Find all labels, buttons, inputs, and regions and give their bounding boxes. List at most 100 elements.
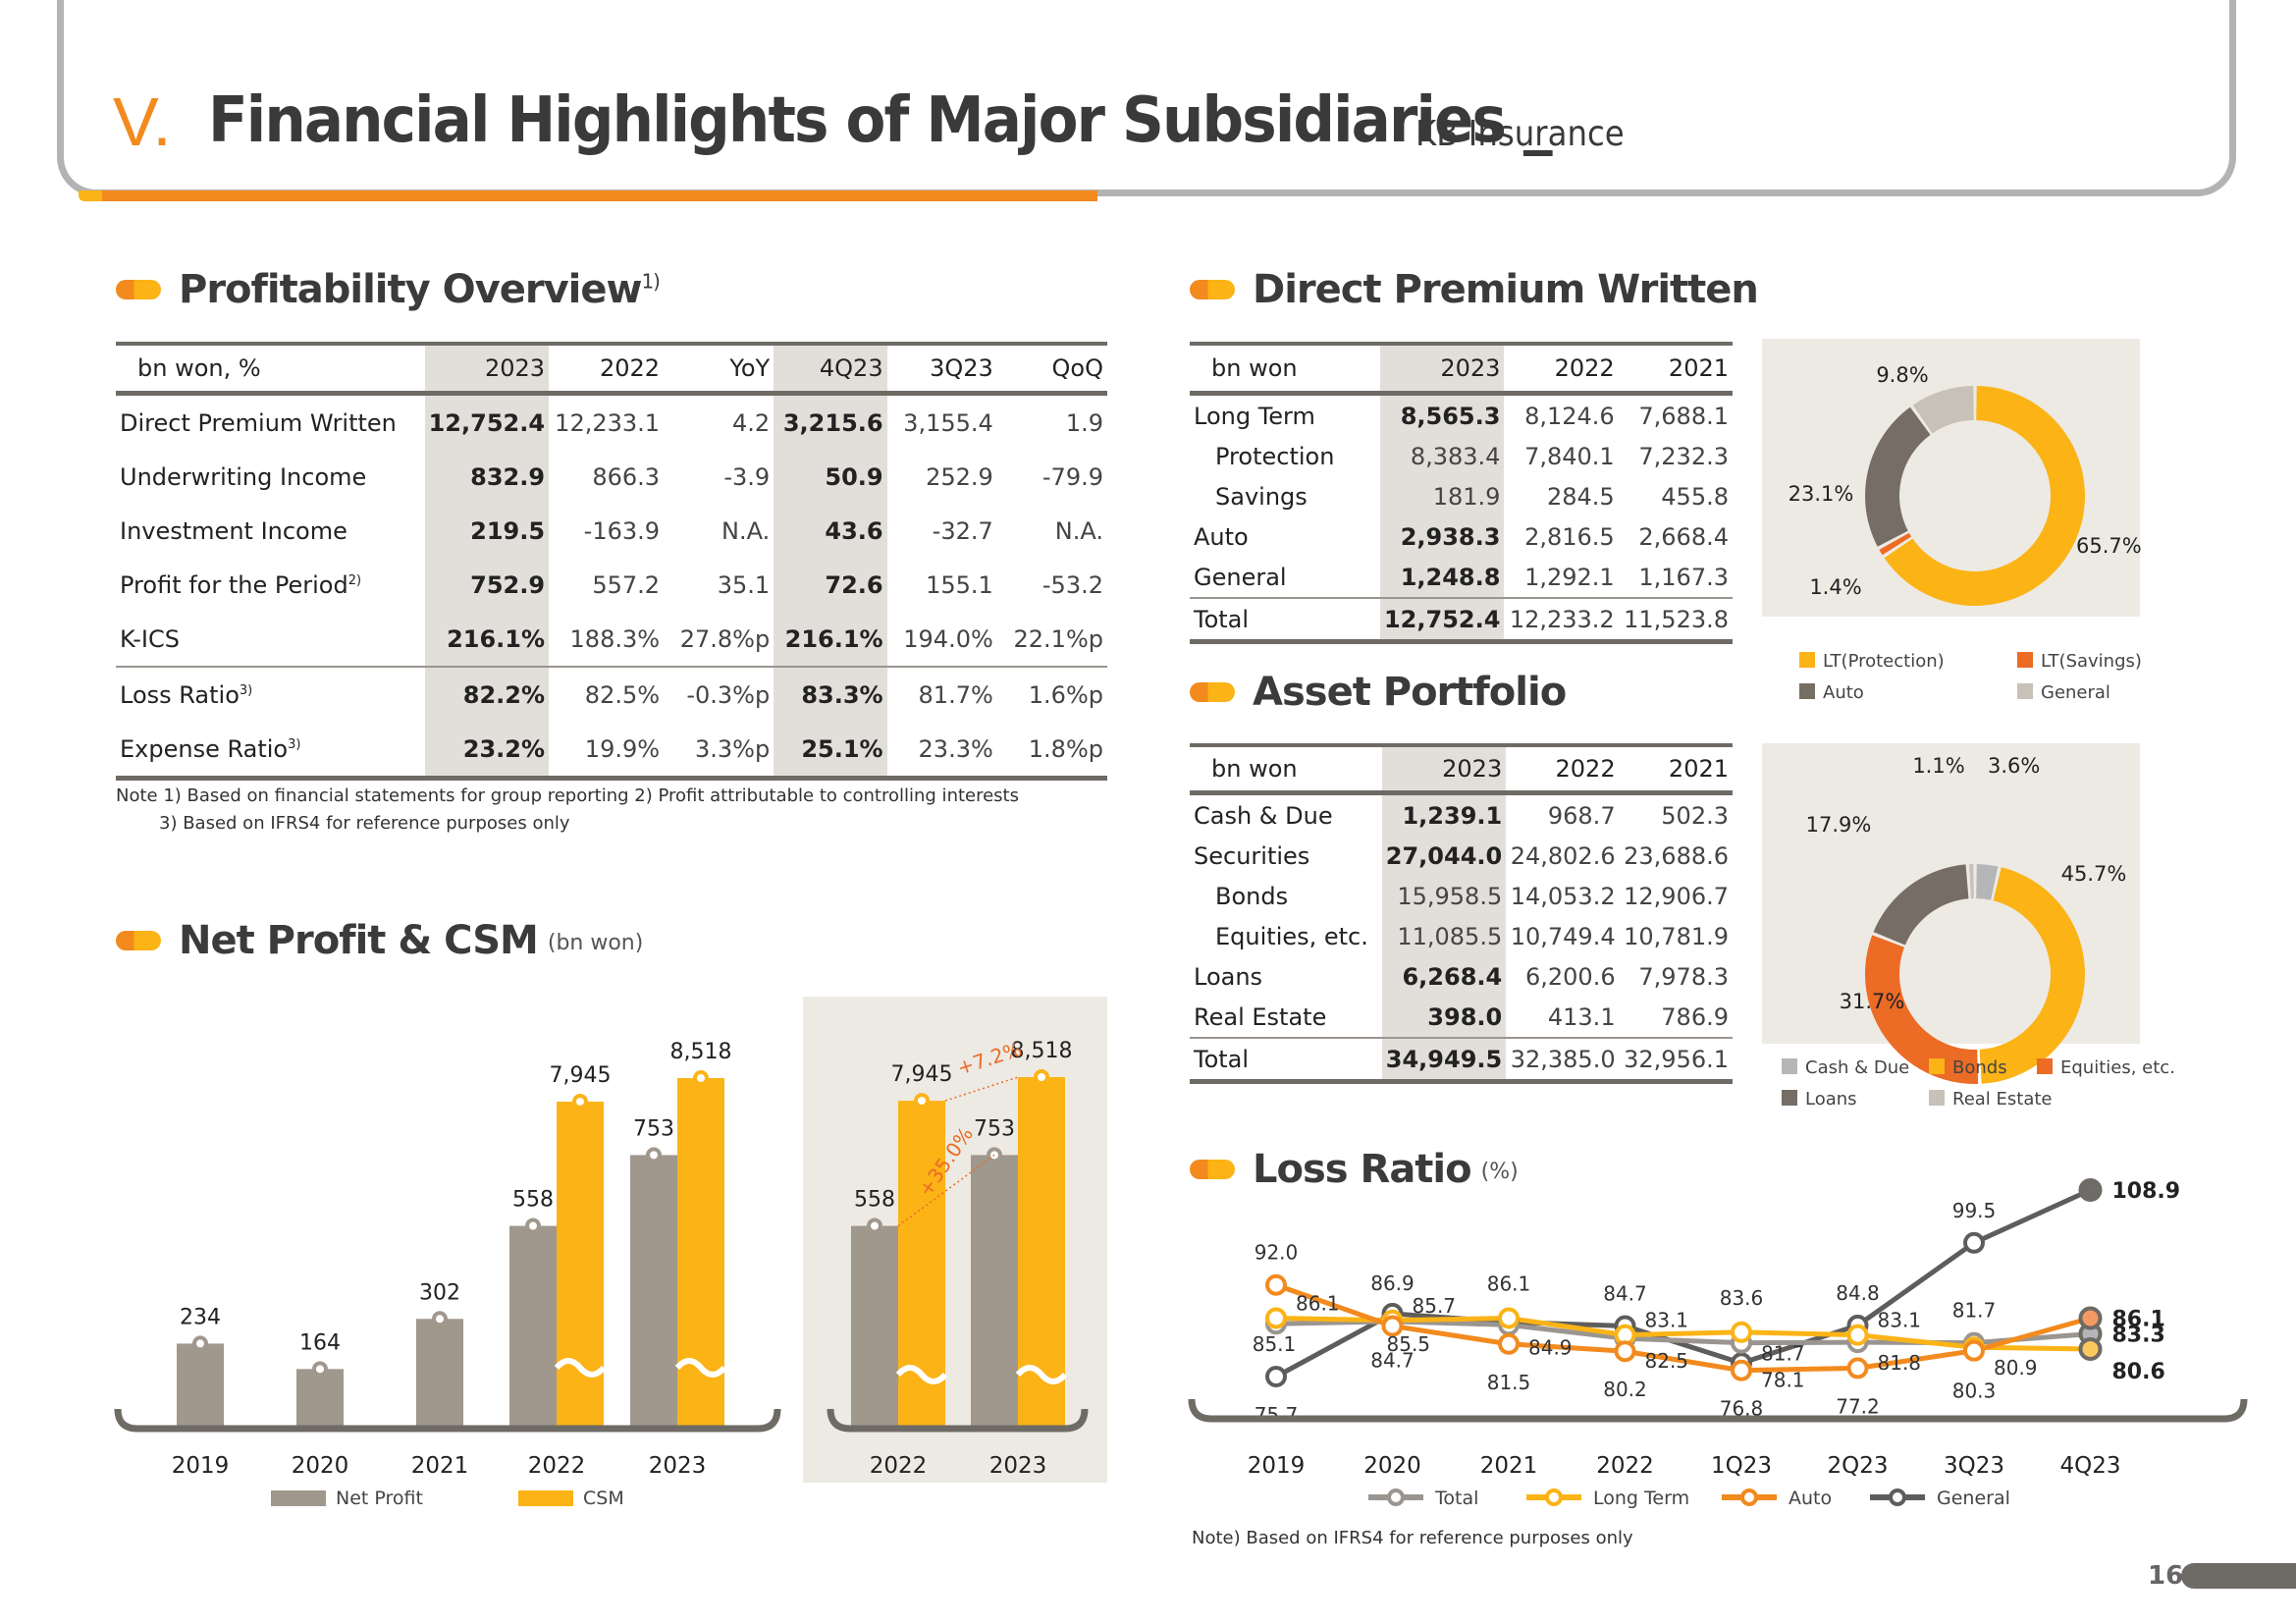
row-label-text: Total [1194, 1045, 1250, 1073]
section-bullet-icon [116, 280, 161, 299]
table-cell: 155.1 [926, 570, 993, 599]
data-point [1498, 1332, 1520, 1355]
table-row: K-ICS 216.1% 188.3% 27.8%p 216.1% 194.0% 22.1%… [116, 612, 1107, 668]
legend-label: LT(Protection) [1823, 651, 1945, 672]
data-value-label: 99.5 [1952, 1199, 1997, 1222]
data-value-label: 85.5 [1387, 1332, 1431, 1356]
table-cell: 194.0% [886, 612, 997, 668]
bar-cap-marker [867, 1218, 882, 1234]
data-value-label: 82.5 [1645, 1349, 1689, 1373]
profitability-title-note: 1) [641, 269, 661, 294]
donut-value-label: 1.1% [1912, 754, 1964, 778]
column-header: QoQ [996, 342, 1107, 396]
table-cell: 12,233.2 [1504, 599, 1619, 644]
legend-swatch [271, 1490, 326, 1506]
series-line-auto [1275, 1282, 2092, 1374]
row-label-text: Bonds [1215, 882, 1289, 910]
data-value-label: 85.1 [1253, 1332, 1297, 1356]
data-value-label: 84.9 [1528, 1335, 1573, 1359]
row-label-text: Profit for the Period [120, 570, 348, 599]
legend-marker [1889, 1489, 1906, 1506]
table-header-row: bn won 2023 2022 2021 [1190, 743, 1733, 795]
asset-mix-donut: 3.6% 45.7% 31.7% 17.9% 1.1% Cash & Due Bonds Eq… [1782, 754, 2174, 1110]
table-cell: 32,956.1 [1619, 1039, 1733, 1084]
column-header: 2022 [1504, 342, 1619, 396]
bar-net-profit [416, 1319, 463, 1429]
row-label-text: Total [1194, 605, 1250, 633]
table-cell: 7,978.3 [1638, 962, 1729, 991]
table-row: General 1,248.8 1,292.1 1,167.3 [1190, 557, 1733, 599]
data-value-label: 85.7 [1413, 1294, 1457, 1318]
x-tick-label: 2019 [172, 1453, 230, 1479]
table-cell: 252.9 [926, 462, 993, 491]
table-row: Protection 8,383.4 7,840.1 7,232.3 [1190, 436, 1733, 476]
column-header: bn won [1190, 342, 1380, 396]
header-accent-yellow [79, 190, 108, 201]
direct-premium-heading: Direct Premium Written [1190, 267, 1759, 312]
legend-label: CSM [583, 1488, 624, 1509]
legend-label: Real Estate [1952, 1089, 2053, 1110]
page-number: 16 [2148, 1561, 2184, 1591]
column-header: YoY [664, 342, 774, 396]
bar-value-label: 8,518 [670, 1040, 732, 1064]
legend-swatch [1929, 1058, 1945, 1074]
bar-value-label: 558 [854, 1188, 895, 1213]
profitability-title-text: Profitability Overview [179, 267, 642, 312]
table-cell: 23,688.6 [1624, 841, 1729, 870]
table-cell: 968.7 [1547, 801, 1616, 830]
table-row: Long Term 8,565.3 8,124.6 7,688.1 [1190, 396, 1733, 436]
table-cell: 12,752.4 [424, 396, 550, 450]
legend-label: Long Term [1593, 1488, 1689, 1509]
net-profit-title: Net Profit & CSM [179, 918, 539, 963]
legend-swatch [1929, 1090, 1945, 1106]
x-tick-label: 2019 [1248, 1453, 1306, 1479]
row-footnote-marker: 2) [347, 572, 362, 588]
row-label-text: Savings [1215, 482, 1308, 511]
bar-value-label: 7,945 [550, 1063, 612, 1088]
donut-value-label: 9.8% [1876, 363, 1928, 387]
row-label-text: K-ICS [120, 624, 180, 653]
section-bullet-icon [1190, 280, 1235, 299]
table-cell: 866.3 [592, 462, 661, 491]
header-accent-orange [102, 190, 1097, 201]
data-value-label: 80.2 [1603, 1378, 1647, 1401]
row-label-text: Auto [1194, 522, 1249, 551]
row-label: Long Term [1190, 396, 1380, 436]
donut-value-label: 23.1% [1789, 482, 1854, 506]
legend-swatch [1799, 683, 1815, 699]
loss-ratio-note: Note) Based on IFRS4 for reference purpo… [1192, 1528, 1633, 1548]
table-cell: -32.7 [932, 516, 993, 545]
bar-net-profit [509, 1225, 557, 1429]
growth-connector [944, 1076, 1019, 1102]
row-label-text: Underwriting Income [120, 462, 367, 491]
table-cell: 22.1%p [996, 612, 1107, 668]
axis-break-icon [674, 1358, 727, 1378]
legend-label: LT(Savings) [2041, 651, 2142, 672]
data-value-label: 83.3 [2112, 1324, 2165, 1348]
page-title: Financial Highlights of Major Subsidiari… [208, 84, 1553, 157]
net-profit-csm-chart: 234 2019 164 2020 302 2021 558 7,945 2022 753 8,51… [114, 1040, 781, 1509]
data-value-label: 86.1 [2112, 1307, 2165, 1331]
data-point [1731, 1359, 1752, 1381]
loss-ratio-chart: 85.1 85.5 84.982.5 81.7 81.881.783.386.1 85.7… [1188, 1178, 2248, 1509]
table-row: Equities, etc. 11,085.5 10,749.4 10,781.9 [1190, 916, 1733, 956]
loss-ratio-heading: Loss Ratio (%) [1190, 1147, 1519, 1192]
x-tick-label: 2020 [1363, 1453, 1421, 1479]
direct-premium-table: bn won 2023 2022 2021 Long Term 8,565.3 8,124.… [1190, 342, 1733, 644]
legend-swatch [2037, 1058, 2053, 1074]
axis-break-icon [895, 1365, 948, 1384]
x-tick-label: 2021 [411, 1453, 469, 1479]
data-point [1265, 1273, 1287, 1296]
data-value-label: 80.9 [1994, 1356, 2038, 1380]
table-cell: 502.3 [1661, 801, 1729, 830]
table-cell: 832.9 [424, 450, 550, 504]
section-bullet-icon [1190, 1160, 1235, 1179]
data-value-label: 81.7 [1952, 1299, 1997, 1323]
table-cell: 23.2% [424, 722, 550, 781]
data-value-label: 83.1 [1645, 1309, 1689, 1332]
table-cell: -163.9 [583, 516, 661, 545]
table-cell: 6,200.6 [1524, 962, 1616, 991]
legend-label: Auto [1789, 1488, 1832, 1509]
data-value-label: 108.9 [2112, 1179, 2181, 1204]
